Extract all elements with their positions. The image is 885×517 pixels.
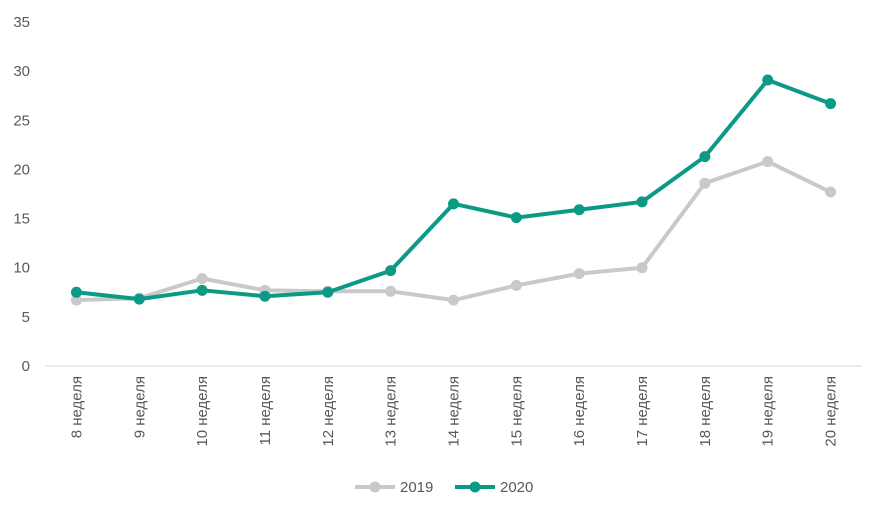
x-tick-label: 17 неделя (634, 376, 651, 447)
data-point-2020-1 (70, 286, 82, 298)
x-tick-label: 13 неделя (383, 376, 400, 447)
legend-swatch-marker (469, 481, 481, 493)
y-tick-label: 25 (13, 112, 30, 129)
y-tick-label: 10 (13, 260, 30, 277)
x-tick-label: 20 неделя (823, 376, 840, 447)
data-point-2020-12 (762, 74, 774, 86)
y-axis: 0 5 10 15 20 25 30 35 (13, 14, 30, 375)
y-tick-label: 20 (13, 161, 30, 178)
series-line-2020 (74, 77, 833, 302)
x-tick-label: 15 неделя (508, 376, 525, 447)
data-point-2019-11 (699, 177, 711, 189)
legend-item-2019: 2019 (355, 479, 433, 496)
x-tick-label: 14 неделя (446, 376, 463, 447)
legend-label: 2019 (400, 479, 433, 496)
x-tick-label: 8 неделя (68, 376, 85, 438)
data-point-2020-7 (448, 198, 459, 210)
legend: 2019 2020 (355, 479, 533, 496)
data-point-2019-9 (573, 268, 585, 280)
data-point-2019-7 (448, 294, 459, 306)
y-tick-label: 15 (13, 211, 30, 228)
data-point-2019-3 (196, 273, 208, 285)
x-tick-label: 10 неделя (194, 376, 211, 447)
data-point-2020-2 (133, 293, 145, 305)
x-tick-label: 16 неделя (571, 376, 588, 447)
y-tick-label: 35 (13, 14, 30, 31)
x-tick-label: 11 неделя (257, 376, 274, 446)
legend-label: 2020 (500, 479, 533, 496)
data-point-2020-3 (196, 284, 208, 296)
data-point-2020-8 (510, 212, 522, 224)
data-point-2019-1 (70, 294, 82, 306)
x-axis: 8 неделя 9 неделя 10 неделя 11 неделя 12 нед… (68, 376, 839, 447)
x-tick-label: 19 неделя (760, 376, 777, 447)
data-point-2020-5 (322, 286, 334, 298)
data-point-2019-13 (825, 186, 837, 198)
x-tick-label: 12 неделя (320, 376, 337, 447)
data-point-2019-8 (510, 279, 522, 291)
data-point-2020-13 (825, 98, 837, 110)
data-point-2020-4 (259, 290, 271, 302)
series-2020 (70, 74, 837, 305)
data-point-2020-11 (699, 151, 711, 163)
data-point-2019-6 (385, 285, 397, 297)
series-line-2019 (74, 159, 833, 303)
y-tick-label: 0 (22, 358, 30, 375)
series-lines (70, 74, 837, 306)
x-tick-label: 18 неделя (697, 376, 714, 447)
y-tick-label: 5 (22, 309, 30, 326)
legend-item-2020: 2020 (455, 479, 533, 496)
x-tick-label: 9 неделя (131, 376, 148, 438)
data-point-2019-12 (762, 156, 774, 168)
data-point-2019-10 (636, 262, 648, 274)
legend-swatch-marker (369, 481, 381, 493)
data-point-2020-10 (636, 196, 648, 208)
data-point-2020-9 (573, 204, 585, 216)
series-2019 (70, 156, 837, 306)
data-point-2020-6 (385, 265, 397, 277)
y-tick-label: 30 (13, 63, 30, 80)
